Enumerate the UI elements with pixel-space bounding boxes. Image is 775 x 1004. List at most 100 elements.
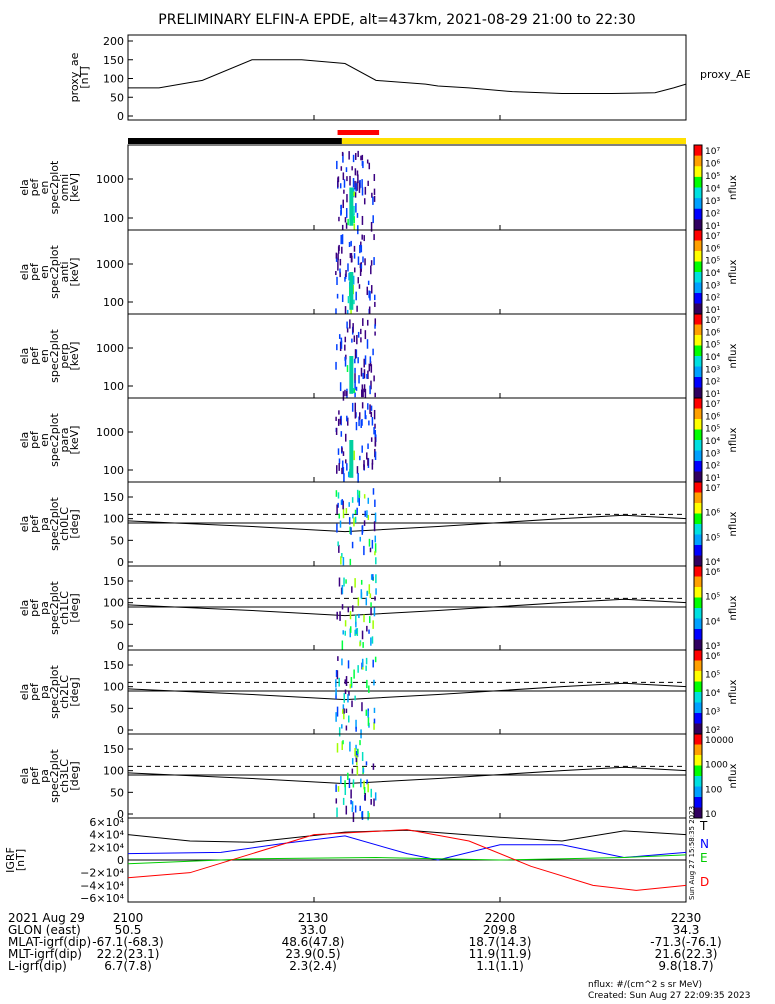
panel-igrf: IGRF[nT]6×10⁴4×10⁴2×10⁴0−2×10⁴−4×10⁴−6×1… xyxy=(4,806,709,905)
spectrogram-mark xyxy=(359,740,361,746)
y-axis-label: ela xyxy=(18,684,31,701)
spectrogram-mark xyxy=(360,328,362,335)
colorbar-swatch xyxy=(694,597,702,609)
spectrogram-mark xyxy=(355,628,357,635)
colorbar-label: nflux xyxy=(728,259,739,284)
spectrogram-mark xyxy=(363,235,365,242)
footer-row-value: -71.3(-76.1) xyxy=(650,935,721,949)
y-axis-label: spec2plot xyxy=(48,749,61,803)
spectrogram-mark xyxy=(340,204,342,215)
y-tick-label: 100 xyxy=(103,380,124,393)
y-tick-label: 100 xyxy=(103,681,124,694)
footer-row-value: -67.1(-68.3) xyxy=(92,935,163,949)
spectrogram-mark xyxy=(354,168,357,176)
spectrogram-mark xyxy=(364,410,367,419)
orbit-note: Sun Aug 27 15:58:35 2023 xyxy=(688,806,696,900)
spectrogram-mark xyxy=(338,577,341,587)
spectrogram-mark xyxy=(350,252,353,263)
footer-row-label: L-igrf(dip) xyxy=(8,959,67,973)
spectrogram-mark xyxy=(338,458,341,464)
spectrogram-mark xyxy=(344,276,346,282)
spectrogram-mark xyxy=(336,276,338,286)
colorbar-5: 10⁷ 10⁶ 10⁵ 10⁴ nflux xyxy=(693,481,739,568)
colorbar-swatch xyxy=(694,471,702,483)
panel-frame xyxy=(127,481,687,567)
y-axis-label: en xyxy=(38,181,51,195)
spectrogram-mark xyxy=(352,178,355,188)
colorbar-swatch xyxy=(694,692,702,703)
colorbar-swatch xyxy=(694,356,702,367)
spectrogram-mark xyxy=(358,284,361,289)
spectrogram-mark xyxy=(335,252,338,259)
footer-row-value: 2.3(2.4) xyxy=(289,959,337,973)
y-axis-label: pef xyxy=(28,178,41,197)
spectrogram-mark xyxy=(365,415,367,420)
spectrogram-mark xyxy=(336,160,338,170)
spectrogram-mark xyxy=(354,349,357,359)
spectrogram-mark xyxy=(374,543,377,553)
spectrogram-mark xyxy=(363,614,365,623)
spectrogram-mark xyxy=(339,183,342,189)
colorbar-tick: 10⁴ xyxy=(705,558,720,568)
spectrogram-mark xyxy=(359,455,361,461)
colorbar-swatch xyxy=(694,765,702,777)
spectrogram-mark xyxy=(355,291,357,301)
y-axis-label: [deg] xyxy=(68,677,81,706)
spectrogram-mark xyxy=(370,405,373,411)
spectrogram-mark xyxy=(352,782,355,788)
spectrogram-mark xyxy=(336,670,339,680)
spectrogram-mark xyxy=(347,263,349,272)
spectrogram-mark xyxy=(364,330,367,340)
spectrogram-mark xyxy=(356,489,359,495)
spectrogram-mark xyxy=(356,334,358,345)
spectrogram-mark xyxy=(358,412,361,420)
spectrogram-mark xyxy=(342,630,344,635)
colorbar-swatch xyxy=(694,524,702,535)
spectrogram-mark xyxy=(335,712,337,722)
spectrogram-mark xyxy=(341,584,344,595)
units-note: nflux: #/(cm^2 s sr MeV) xyxy=(588,980,702,990)
spectrogram-mark xyxy=(361,234,363,240)
colorbar-tick: 10⁴ xyxy=(705,437,720,447)
spectrogram-mark xyxy=(371,459,374,465)
spectrogram-mark xyxy=(360,264,363,269)
spectrogram-mark xyxy=(366,286,369,296)
y-axis-label: ela xyxy=(18,768,31,785)
colorbar-swatch xyxy=(694,713,702,724)
spectrogram-mark xyxy=(335,693,337,700)
colorbar-swatch xyxy=(694,555,702,567)
spectrogram-mark xyxy=(354,367,356,373)
footer-row: L-igrf(dip) 6.7(7.8) 2.3(2.4) 1.1(1.1) 9.8(1… xyxy=(8,959,714,973)
spectrogram-mark xyxy=(344,785,347,796)
y-axis-label: en xyxy=(38,265,51,279)
spectrogram-mark xyxy=(363,384,366,393)
spectrogram-mark xyxy=(345,725,348,731)
spectrogram-mark xyxy=(368,290,371,299)
spectrogram-mark xyxy=(356,507,358,515)
spectrogram-core xyxy=(349,272,354,310)
spectrogram-mark xyxy=(361,160,364,166)
spectrogram-mark xyxy=(347,660,350,669)
spectrogram-mark xyxy=(367,717,370,726)
spectrogram-mark xyxy=(337,253,339,261)
spectrogram-mark xyxy=(340,431,343,437)
spectrogram-mark xyxy=(355,750,358,760)
spectrogram-mark xyxy=(353,191,355,197)
spectrogram-mark xyxy=(351,586,353,593)
panel-frame xyxy=(127,313,687,399)
spectrogram-mark xyxy=(342,797,345,805)
colorbar-swatch xyxy=(694,786,702,798)
spectrogram-mark xyxy=(346,391,348,397)
spectrogram-mark xyxy=(358,182,361,193)
footer-row-value: 34.3 xyxy=(673,923,700,937)
spectrogram-mark xyxy=(341,553,343,558)
spectrogram-mark xyxy=(369,356,372,363)
spectrogram-mark xyxy=(340,776,342,784)
spectrogram-mark xyxy=(355,203,357,213)
spectrogram-mark xyxy=(366,339,369,349)
y-axis-label: pef xyxy=(28,598,41,617)
spectrogram-mark xyxy=(362,767,365,773)
y-axis-label: pef xyxy=(28,766,41,785)
y-tick-label: 2×10⁴ xyxy=(89,841,124,854)
